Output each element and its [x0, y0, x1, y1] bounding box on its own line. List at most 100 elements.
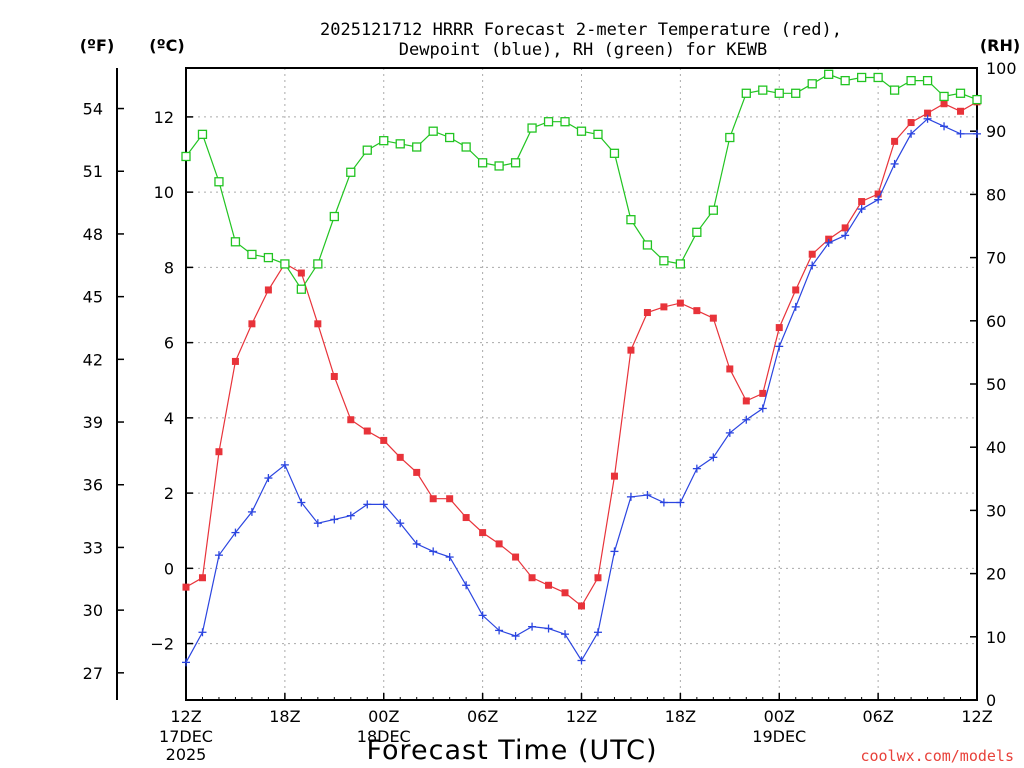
- dewpoint-point: [346, 511, 355, 520]
- rh-tick-label: 10: [986, 628, 1006, 647]
- dewpoint-point: [626, 492, 635, 501]
- dewpoint-point: [478, 611, 487, 620]
- rh-point: [494, 161, 504, 171]
- dewpoint-point: [643, 490, 652, 499]
- rh-point: [626, 215, 636, 225]
- 2-meter-temperature-point: [874, 190, 882, 198]
- dewpoint-point: [511, 632, 520, 641]
- 2-meter-temperature-point: [429, 495, 437, 503]
- dewpoint-point: [676, 498, 685, 507]
- rh-point: [922, 75, 933, 86]
- rh-tick-label: 20: [986, 565, 1006, 584]
- rh-point: [296, 284, 307, 294]
- x-tick-date: 19DEC: [752, 727, 806, 746]
- 2-meter-temperature-point: [347, 416, 355, 424]
- rh-point: [379, 136, 389, 146]
- rh-point: [856, 72, 867, 83]
- dewpoint-point: [264, 474, 273, 483]
- celsius-tick-label: 10: [154, 183, 174, 202]
- dewpoint-point: [462, 581, 471, 590]
- x-tick-year: 2025: [166, 745, 207, 764]
- celsius-tick-label: 0: [164, 559, 174, 578]
- rh-point: [774, 88, 784, 98]
- 2-meter-temperature-point: [660, 303, 668, 311]
- rh-point: [362, 145, 372, 155]
- fahrenheit-tick-label: 45: [83, 288, 103, 307]
- 2-meter-temperature-point: [380, 436, 388, 444]
- 2-meter-temperature-point: [182, 583, 190, 591]
- dewpoint-point: [659, 498, 668, 507]
- rh-tick-label: 90: [986, 122, 1006, 141]
- dewpoint-point: [725, 428, 734, 437]
- x-tick-label: 00Z: [764, 707, 795, 726]
- 2-meter-temperature-point: [957, 107, 965, 115]
- 2-meter-temperature-point: [742, 397, 750, 405]
- rh-point: [395, 139, 405, 149]
- dewpoint-point: [824, 238, 833, 247]
- credit-text: coolwx.com/models: [860, 747, 1014, 765]
- fahrenheit-tick-label: 27: [83, 664, 103, 683]
- 2-meter-temperature-point: [446, 495, 454, 503]
- dewpoint-point: [247, 507, 256, 516]
- celsius-unit-label: (ºC): [149, 36, 184, 55]
- 2-meter-temperature-point: [578, 602, 585, 610]
- 2-meter-temperature-point: [891, 137, 899, 145]
- 2-meter-temperature-point: [610, 472, 618, 480]
- rh-point: [329, 211, 339, 222]
- dewpoint-point: [775, 342, 784, 351]
- rh-point: [461, 142, 471, 152]
- rh-point: [609, 148, 620, 158]
- dewpoint-point: [198, 628, 207, 637]
- dewpoint-point: [297, 498, 306, 507]
- axes: 27 30 33 36 39 42 45 48 51 54 −2 0 2 4 6 8 10 12 0 10 20 30 40…: [83, 59, 1017, 764]
- dewpoint-point: [577, 656, 586, 665]
- dewpoint-point: [528, 622, 537, 631]
- rh-point: [758, 85, 768, 95]
- 2-meter-temperature-point: [709, 314, 717, 322]
- x-tick-date: 18DEC: [357, 727, 411, 746]
- rh-point: [445, 132, 455, 143]
- 2-meter-temperature-point: [940, 100, 948, 108]
- dewpoint-point: [808, 261, 817, 270]
- 2-meter-temperature-point: [297, 269, 305, 277]
- rh-point: [181, 151, 191, 162]
- dewpoint-point: [363, 500, 372, 509]
- dewpoint-point: [231, 528, 240, 537]
- x-tick-label: 12Z: [961, 707, 992, 726]
- dewpoint-point: [593, 628, 602, 637]
- rh-point: [247, 249, 257, 260]
- 2-meter-temperature-point: [396, 453, 404, 461]
- rh-tick-label: 80: [986, 185, 1006, 204]
- rh-point: [906, 75, 916, 86]
- 2-meter-temperature-point: [495, 540, 503, 548]
- fahrenheit-tick-label: 42: [83, 350, 103, 369]
- 2-meter-temperature-point: [775, 324, 783, 332]
- 2-meter-temperature-point: [545, 581, 553, 589]
- rh-point: [412, 142, 422, 152]
- dewpoint-point: [841, 231, 850, 240]
- rh-point: [840, 75, 850, 86]
- dewpoint-point: [429, 547, 438, 556]
- dewpoint-point: [857, 205, 866, 214]
- fahrenheit-tick-label: 30: [83, 601, 103, 620]
- dewpoint-point: [182, 658, 190, 667]
- rh-point: [741, 88, 751, 98]
- rh-point: [428, 126, 438, 136]
- 2-meter-temperature-point: [643, 309, 651, 317]
- 2-meter-temperature-point: [561, 589, 569, 597]
- rh-point: [527, 123, 537, 133]
- 2-meter-temperature-point: [907, 119, 915, 127]
- chart-title-line1: 2025121712 HRRR Forecast 2-meter Tempera…: [320, 20, 842, 40]
- dewpoint-point: [907, 129, 916, 138]
- dewpoint-point: [280, 460, 289, 469]
- rh-tick-label: 30: [986, 501, 1006, 520]
- 2-meter-temperature-point: [363, 427, 371, 435]
- dewpoint-point: [973, 129, 981, 138]
- rh-point: [807, 79, 817, 89]
- rh-point: [280, 259, 290, 269]
- rh-tick-label: 40: [986, 438, 1006, 457]
- rh-tick-label: 70: [986, 249, 1006, 268]
- celsius-tick-label: 8: [164, 258, 174, 277]
- x-tick-label: 06Z: [862, 707, 893, 726]
- 2-meter-temperature-point: [231, 357, 239, 365]
